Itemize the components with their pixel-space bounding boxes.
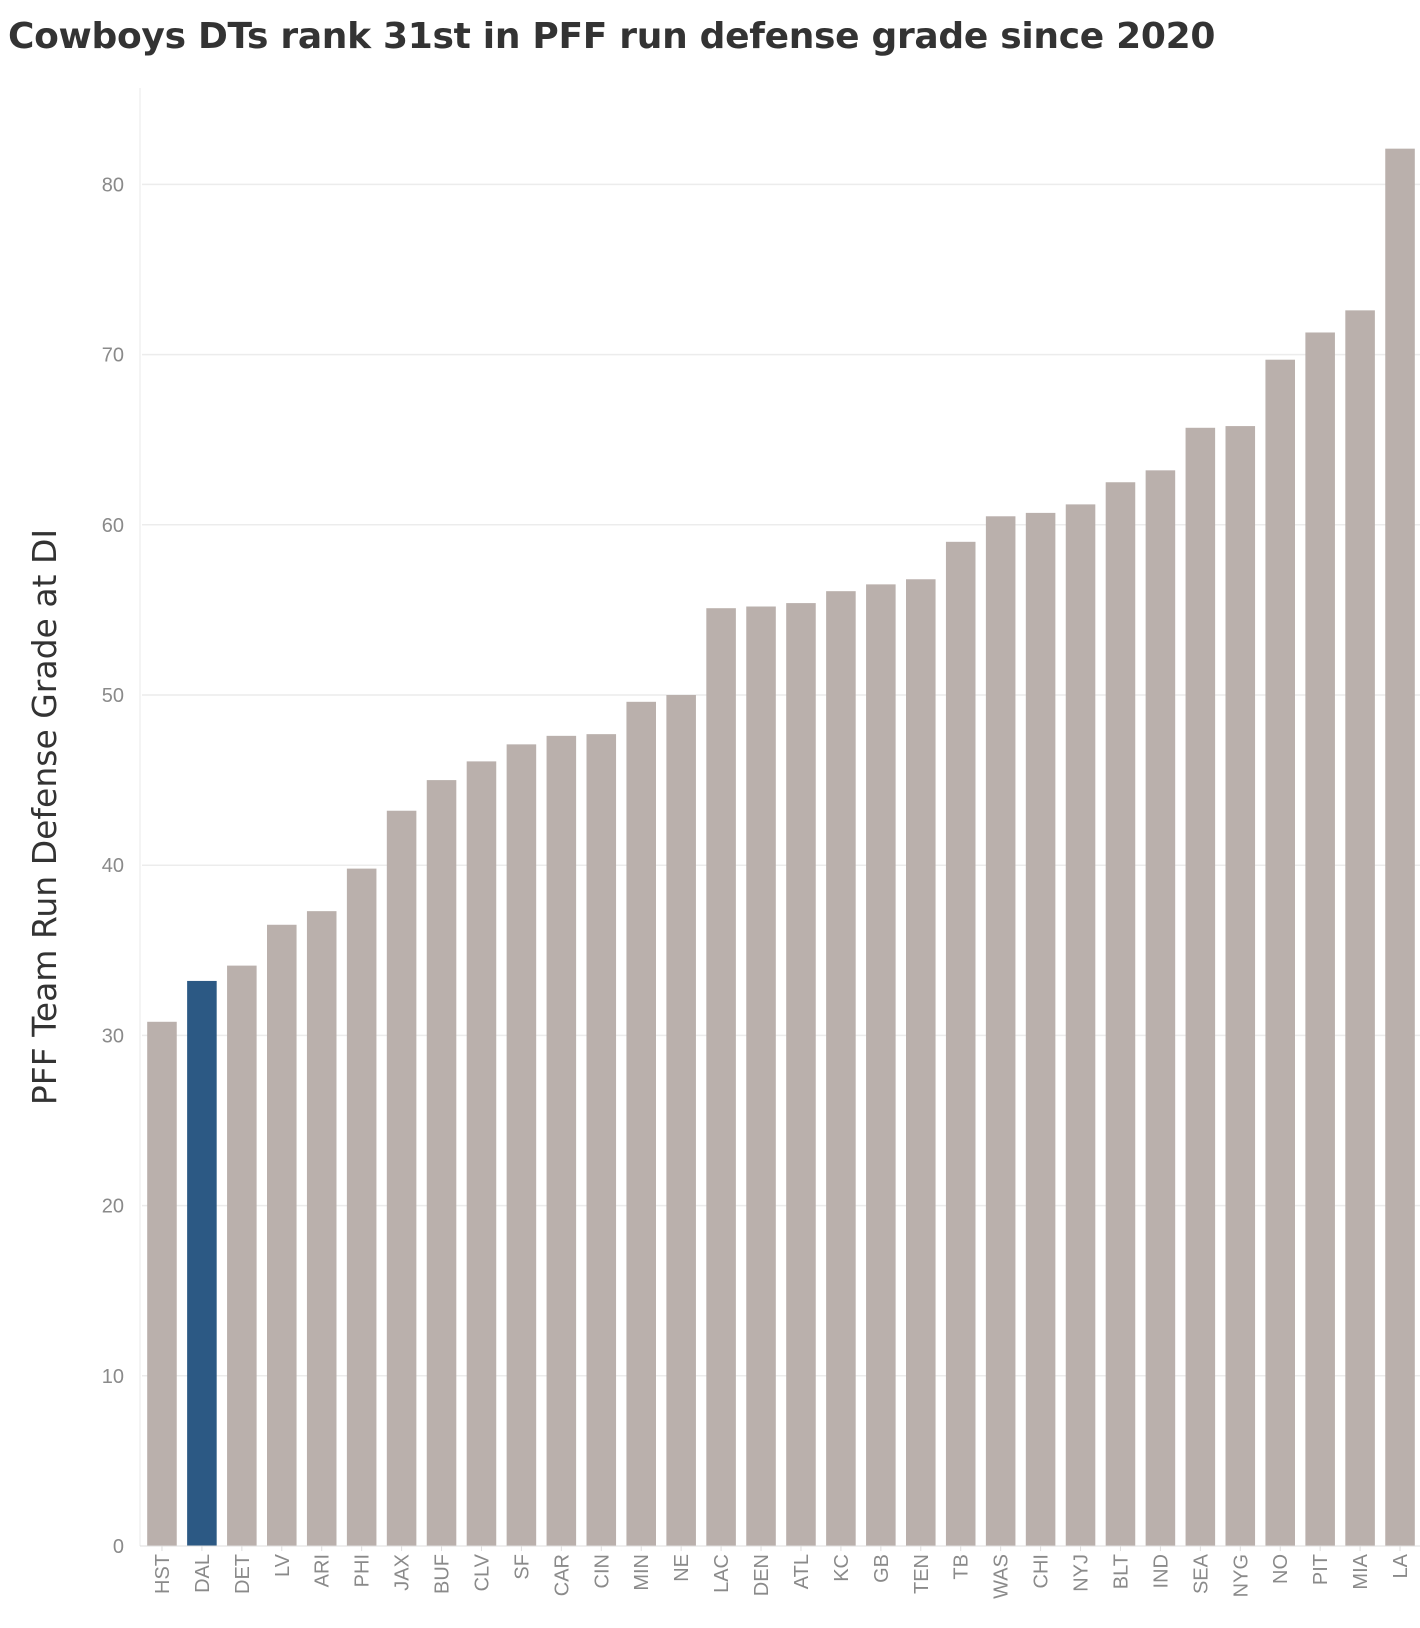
y-tick-label-40: 40 <box>102 855 124 877</box>
bar-nyg[interactable] <box>1225 426 1256 1547</box>
x-tick-label-pit: PIT <box>1310 1554 1332 1585</box>
x-tick-label-kc: KC <box>831 1554 853 1582</box>
bar-lac[interactable] <box>706 608 736 1546</box>
x-tick-label-was: WAS <box>991 1554 1013 1599</box>
x-tick-label-chi: CHI <box>1031 1554 1053 1588</box>
bar-no[interactable] <box>1265 359 1295 1546</box>
y-tick-label-10: 10 <box>102 1366 124 1388</box>
bar-clv[interactable] <box>466 761 497 1546</box>
bar-ind[interactable] <box>1145 470 1176 1547</box>
bar-det[interactable] <box>227 965 257 1546</box>
x-tick-label-la: LA <box>1390 1553 1412 1578</box>
bar-gb[interactable] <box>866 584 896 1546</box>
y-tick-label-30: 30 <box>102 1025 124 1047</box>
x-tick-label-sf: SF <box>511 1554 533 1580</box>
bar-ne[interactable] <box>666 695 696 1546</box>
x-tick-label-no: NO <box>1270 1554 1292 1584</box>
bar-nyj[interactable] <box>1065 504 1096 1547</box>
y-tick-label-20: 20 <box>102 1196 124 1218</box>
chart-title: Cowboys DTs rank 31st in PFF run defense… <box>8 16 1216 57</box>
bar-min[interactable] <box>626 701 656 1546</box>
bar-atl[interactable] <box>786 603 816 1546</box>
bar-lv[interactable] <box>267 924 297 1546</box>
x-tick-label-nyj: NYJ <box>1071 1554 1093 1592</box>
x-tick-label-buf: BUF <box>432 1554 454 1594</box>
bar-mia[interactable] <box>1345 310 1375 1546</box>
x-tick-label-phi: PHI <box>352 1554 374 1587</box>
bar-phi[interactable] <box>346 868 377 1546</box>
y-tick-label-0: 0 <box>113 1536 124 1558</box>
x-tick-label-min: MIN <box>631 1554 653 1591</box>
x-tick-label-ari: ARI <box>312 1554 334 1587</box>
x-tick-label-jax: JAX <box>392 1554 414 1591</box>
x-tick-label-tb: TB <box>951 1554 973 1580</box>
bar-dal[interactable] <box>187 980 217 1546</box>
bar-chi[interactable] <box>1025 512 1056 1546</box>
bar-buf[interactable] <box>426 780 457 1546</box>
x-tick-label-nyg: NYG <box>1230 1554 1252 1597</box>
bar-blt[interactable] <box>1105 482 1136 1546</box>
x-tick-label-lac: LAC <box>711 1554 733 1593</box>
bar-ten[interactable] <box>906 579 936 1546</box>
bar-tb[interactable] <box>945 541 976 1546</box>
bars <box>147 148 1415 1547</box>
bar-ari[interactable] <box>306 911 337 1546</box>
x-tick-label-lv: LV <box>272 1553 294 1577</box>
bar-jax[interactable] <box>386 810 417 1546</box>
bar-pit[interactable] <box>1305 332 1335 1546</box>
x-tick-label-den: DEN <box>751 1554 773 1596</box>
x-tick-label-ten: TEN <box>911 1554 933 1594</box>
x-tick-label-cin: CIN <box>591 1554 613 1588</box>
bar-cin[interactable] <box>586 734 617 1546</box>
bar-den[interactable] <box>746 606 776 1546</box>
x-tick-label-clv: CLV <box>471 1553 493 1591</box>
bar-la[interactable] <box>1385 148 1415 1547</box>
bar-car[interactable] <box>546 735 577 1546</box>
bar-kc[interactable] <box>826 591 856 1546</box>
y-tick-label-60: 60 <box>102 515 124 537</box>
bar-was[interactable] <box>985 516 1016 1546</box>
x-tick-label-det: DET <box>232 1554 254 1594</box>
x-tick-label-ne: NE <box>671 1554 693 1582</box>
x-tick-label-ind: IND <box>1150 1554 1172 1588</box>
y-tick-label-80: 80 <box>102 174 124 196</box>
x-tick-label-dal: DAL <box>192 1554 214 1593</box>
x-tick-label-sea: SEA <box>1190 1553 1212 1594</box>
x-tick-label-hst: HST <box>152 1554 174 1594</box>
x-tick-label-car: CAR <box>551 1554 573 1596</box>
bar-sea[interactable] <box>1185 427 1216 1546</box>
x-tick-label-mia: MIA <box>1350 1553 1372 1589</box>
axes: 0 10 20 30 40 50 60 70 80 HST DAL DET LV ARI PHI JAX BUF… <box>102 88 1420 1599</box>
x-tick-label-atl: ATL <box>791 1554 813 1589</box>
x-tick-label-gb: GB <box>871 1554 893 1583</box>
y-tick-label-50: 50 <box>102 685 124 707</box>
x-tick-label-blt: BLT <box>1110 1554 1132 1589</box>
bar-hst[interactable] <box>147 1021 177 1546</box>
bar-sf[interactable] <box>506 744 537 1546</box>
y-tick-label-70: 70 <box>102 345 124 367</box>
y-axis-title: PFF Team Run Defense Grade at DI <box>25 529 64 1105</box>
